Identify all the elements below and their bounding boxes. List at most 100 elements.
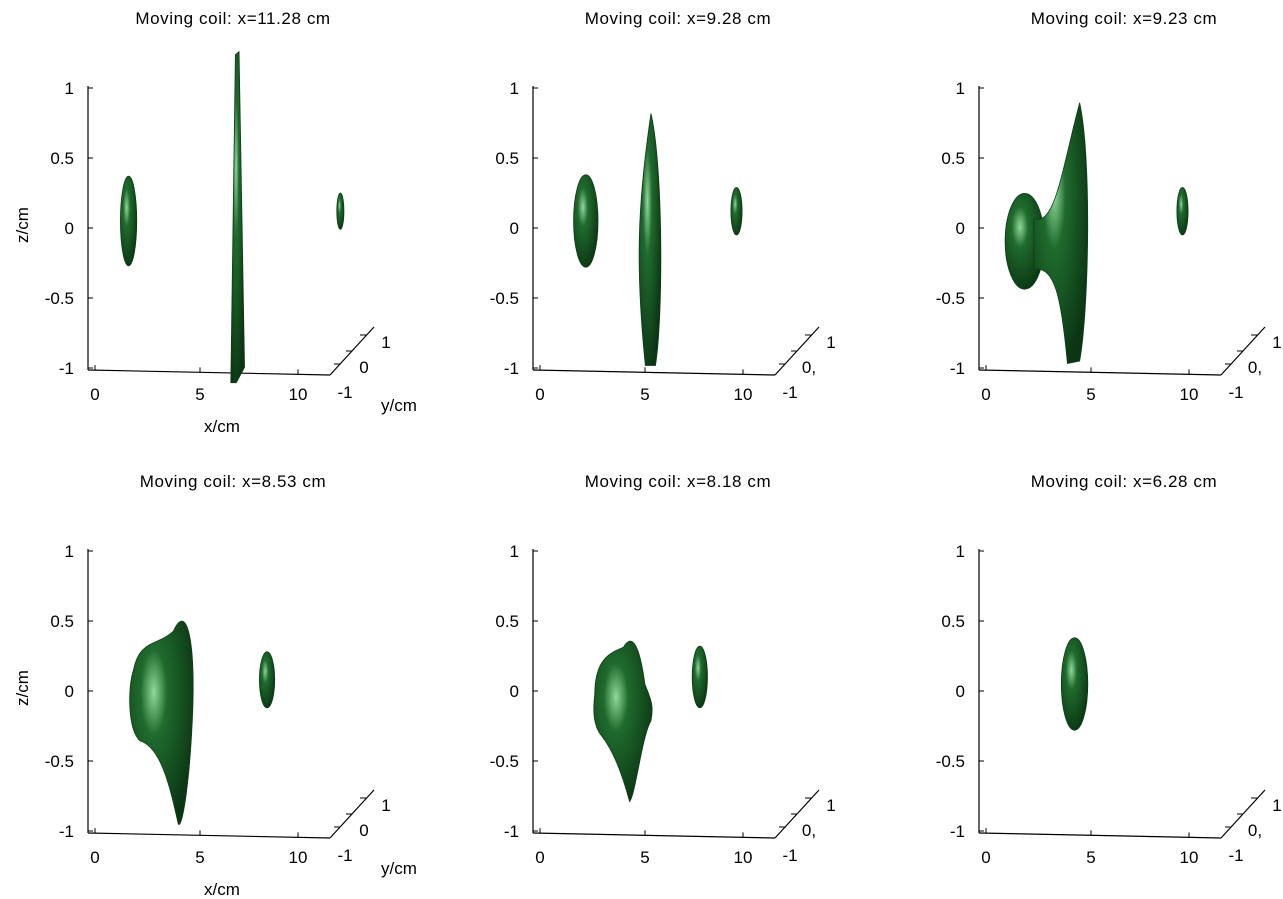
subplot-title: Moving coil: x=9.28 cm [585, 9, 772, 28]
z-tick-label: 1 [65, 542, 74, 561]
z-tick-label: 0 [510, 682, 519, 701]
z-tick-label: 1 [510, 542, 519, 561]
x-tick-label: 5 [1086, 848, 1095, 867]
subplot-5: Moving coil: x=8.18 cm 1 0.5 0 -0.5 -1 0 5 10 -1 0… [490, 472, 836, 867]
isosurface-blob [638, 113, 662, 366]
z-tick-label: 0 [65, 682, 74, 701]
subplot-2: Moving coil: x=9.28 cm 1 0.5 0 -0.5 -1 0 5 10 -1 0… [490, 9, 836, 404]
subplot-title: Moving coil: x=8.53 cm [140, 472, 327, 491]
x-tick-label: 0 [981, 848, 990, 867]
x-tick-label: 5 [640, 848, 649, 867]
x-tick-label: 10 [1180, 385, 1199, 404]
z-tick-label: 0.5 [941, 612, 965, 631]
z-tick-label: -1 [950, 822, 965, 841]
z-tick-label: -0.5 [45, 289, 74, 308]
y-tick-label: -1 [337, 383, 352, 402]
z-tick-label: 0 [956, 682, 965, 701]
z-tick-label: -1 [59, 822, 74, 841]
x-tick-label: 10 [1180, 848, 1199, 867]
z-tick-label: 0 [65, 219, 74, 238]
z-tick-label: 1 [956, 79, 965, 98]
isosurface-blob [573, 174, 599, 268]
z-tick-label: 0 [510, 219, 519, 238]
isosurface-blob [230, 50, 245, 384]
z-axis-label: z/cm [13, 670, 32, 706]
y-tick-label: 0 [359, 821, 368, 840]
isosurface-blob [730, 186, 743, 236]
x-tick-label: 10 [734, 385, 753, 404]
y-tick-label: 1 [381, 796, 390, 815]
x-tick-label: 10 [289, 848, 308, 867]
z-tick-label: -0.5 [490, 752, 519, 771]
isosurface-blob [1060, 637, 1089, 731]
y-tick-label: 1 [1272, 333, 1281, 352]
x-axis-line [978, 369, 1222, 376]
y-tick-label: -1 [337, 846, 352, 865]
subplot-title: Moving coil: x=11.28 cm [135, 9, 330, 28]
z-tick-label: -1 [504, 359, 519, 378]
isosurface-blob [1176, 186, 1189, 236]
y-axis-label: y/cm [381, 859, 417, 878]
y-tick-label: -1 [782, 383, 797, 402]
x-tick-label: 10 [289, 385, 308, 404]
z-tick-label: 1 [65, 79, 74, 98]
x-tick-label: 0 [981, 385, 990, 404]
z-tick-label: 0.5 [50, 612, 74, 631]
z-tick-label: 0.5 [941, 149, 965, 168]
y-tick-label: -1 [782, 846, 797, 865]
isosurface-blob [129, 620, 194, 825]
subplot-3: Moving coil: x=9.23 cm 1 0.5 0 -0.5 -1 0 5 10 -1 0… [936, 9, 1282, 404]
z-tick-label: 0.5 [50, 149, 74, 168]
z-tick-label: -0.5 [490, 289, 519, 308]
x-axis-line [532, 369, 776, 376]
x-axis-line [532, 832, 776, 839]
y-tick-label: 1 [381, 333, 390, 352]
y-tick-label: 1 [826, 796, 835, 815]
isosurface-blob [336, 192, 345, 230]
x-axis-line [978, 832, 1222, 839]
subplot-title: Moving coil: x=6.28 cm [1031, 472, 1218, 491]
x-tick-label: 0 [90, 385, 99, 404]
z-axis-label: z/cm [13, 207, 32, 243]
z-tick-label: -1 [950, 359, 965, 378]
isosurface-blob [259, 651, 276, 709]
y-tick-label: 0, [1248, 821, 1262, 840]
isosurface-blob [593, 640, 653, 803]
z-tick-label: -1 [504, 822, 519, 841]
x-axis-line [87, 832, 331, 839]
y-tick-label: -1 [1228, 846, 1243, 865]
y-tick-label: 0 [359, 358, 368, 377]
z-tick-label: -0.5 [45, 752, 74, 771]
x-tick-label: 10 [734, 848, 753, 867]
isosurface-blob [1033, 102, 1089, 365]
y-tick-label: 0, [802, 821, 816, 840]
x-tick-label: 0 [90, 848, 99, 867]
x-tick-label: 5 [195, 385, 204, 404]
y-tick-label: 0, [1248, 358, 1262, 377]
subplot-4: Moving coil: x=8.53 cm 1 0.5 0 -0.5 -1 0 5 10 -1 0… [13, 472, 417, 899]
x-tick-label: 5 [640, 385, 649, 404]
x-axis-label: x/cm [204, 417, 240, 436]
x-tick-label: 5 [195, 848, 204, 867]
z-tick-label: -0.5 [936, 289, 965, 308]
isosurface-blob [120, 175, 138, 267]
x-tick-label: 0 [535, 848, 544, 867]
z-tick-label: 1 [956, 542, 965, 561]
y-tick-label: -1 [1228, 383, 1243, 402]
isosurface-blob [691, 645, 708, 709]
x-tick-label: 5 [1086, 385, 1095, 404]
y-axis-label: y/cm [381, 396, 417, 415]
x-axis-label: x/cm [204, 880, 240, 899]
y-tick-label: 1 [1272, 796, 1281, 815]
z-tick-label: 0.5 [495, 149, 519, 168]
y-tick-label: 1 [826, 333, 835, 352]
subplot-title: Moving coil: x=9.23 cm [1031, 9, 1218, 28]
subplot-title: Moving coil: x=8.18 cm [585, 472, 772, 491]
z-tick-label: 1 [510, 79, 519, 98]
z-tick-label: -1 [59, 359, 74, 378]
z-tick-label: 0.5 [495, 612, 519, 631]
subplot-6: Moving coil: x=6.28 cm 1 0.5 0 -0.5 -1 0 5 10 -1 0… [936, 472, 1282, 867]
y-tick-label: 0, [802, 358, 816, 377]
